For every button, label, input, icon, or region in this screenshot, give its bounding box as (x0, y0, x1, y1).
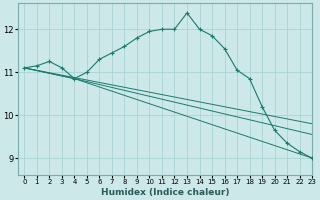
X-axis label: Humidex (Indice chaleur): Humidex (Indice chaleur) (101, 188, 229, 197)
